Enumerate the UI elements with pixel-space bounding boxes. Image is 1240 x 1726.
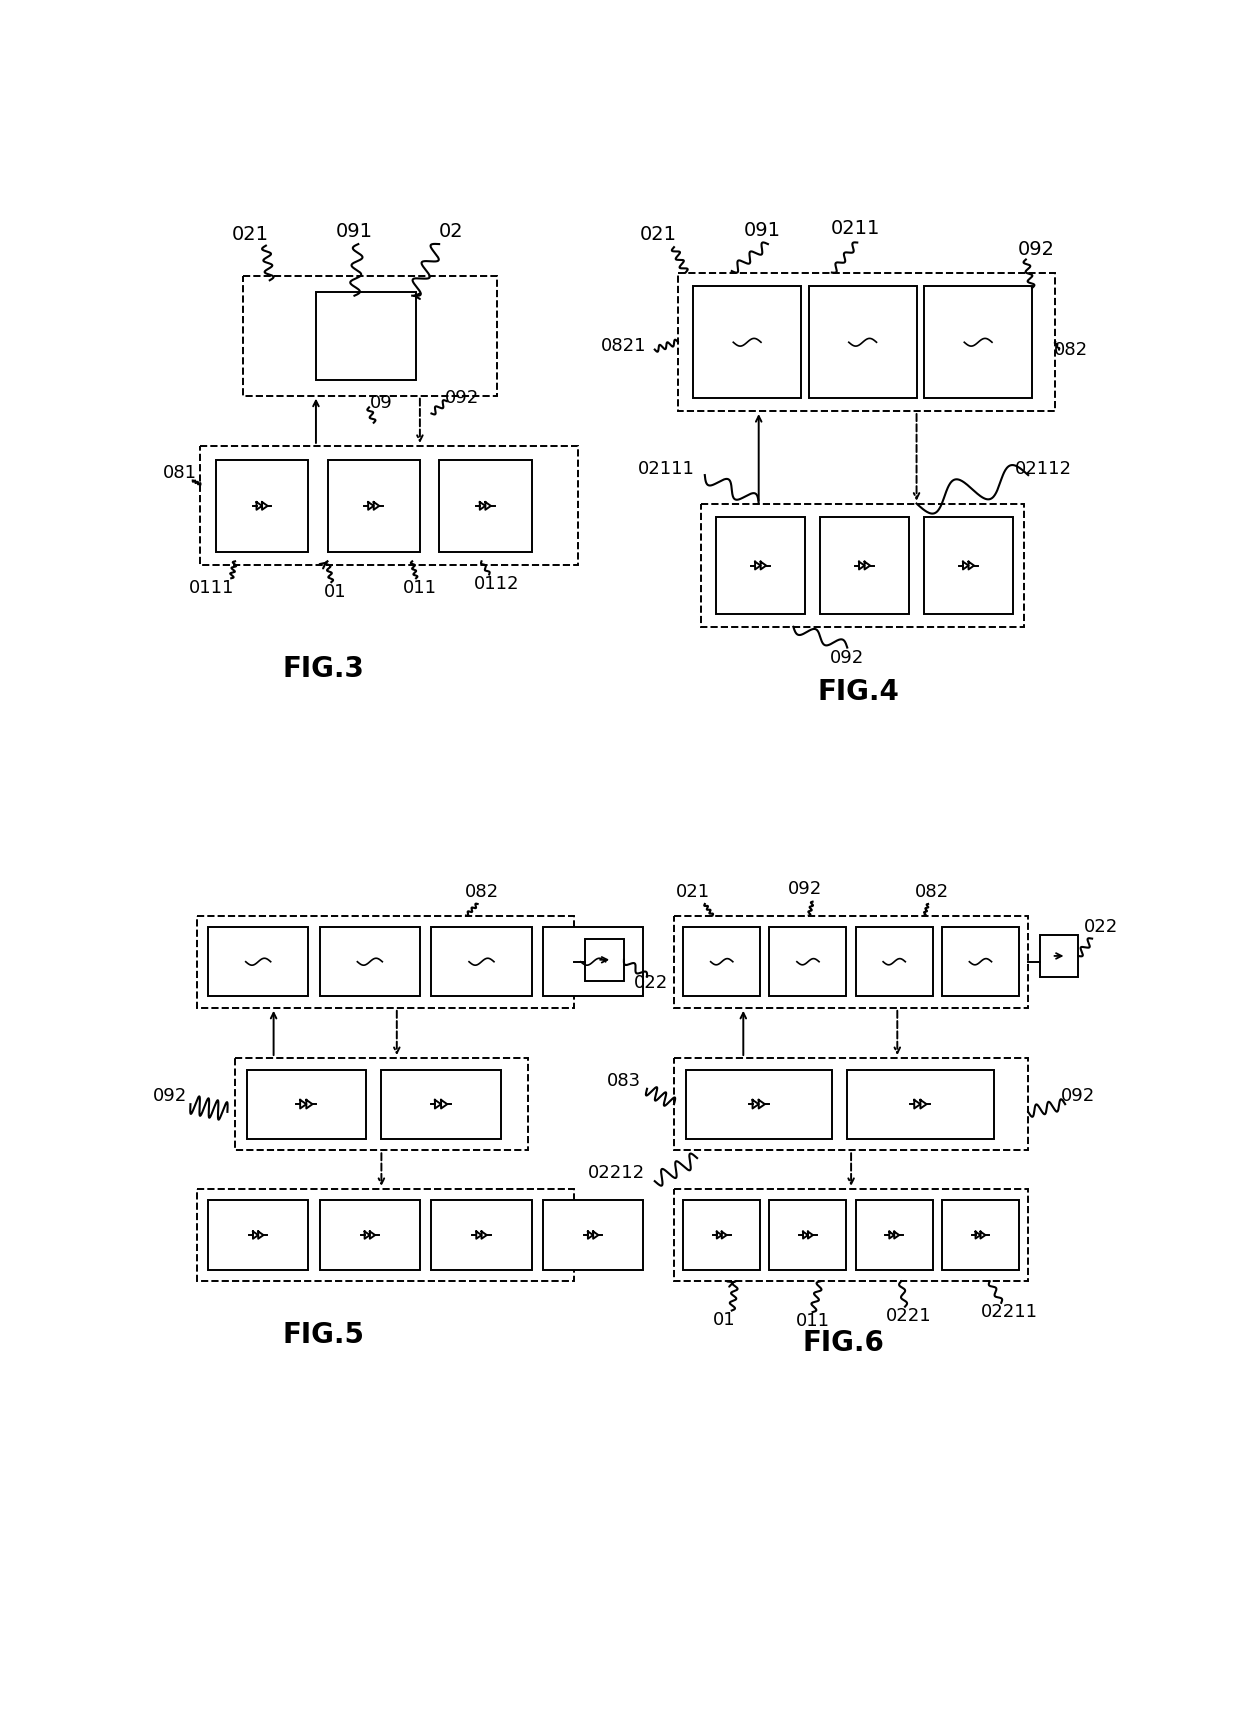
Bar <box>683 927 760 996</box>
Bar <box>432 927 532 996</box>
Bar <box>821 518 909 614</box>
Text: 022: 022 <box>634 973 668 992</box>
Text: 091: 091 <box>744 221 781 240</box>
Bar <box>675 915 1028 1008</box>
Text: 011: 011 <box>403 580 436 597</box>
Text: 0112: 0112 <box>474 575 520 594</box>
Bar <box>678 273 1055 411</box>
Bar <box>856 1200 932 1270</box>
Bar <box>856 927 932 996</box>
Text: 082: 082 <box>915 884 949 901</box>
Bar <box>382 1070 501 1139</box>
Text: 021: 021 <box>640 224 677 243</box>
Bar <box>1040 935 1079 977</box>
Bar <box>924 518 1013 614</box>
Text: 02111: 02111 <box>637 459 694 478</box>
Bar <box>683 1200 760 1270</box>
Bar <box>236 1058 528 1150</box>
Text: 02211: 02211 <box>981 1303 1038 1320</box>
Bar <box>432 1200 532 1270</box>
Bar <box>686 1070 832 1139</box>
Text: 092: 092 <box>830 649 864 666</box>
Text: 092: 092 <box>153 1087 187 1105</box>
Text: 082: 082 <box>1054 340 1087 359</box>
Bar <box>808 287 916 399</box>
Text: 01: 01 <box>713 1310 735 1329</box>
Bar <box>924 287 1032 399</box>
Bar <box>247 1070 366 1139</box>
Bar <box>216 459 309 552</box>
Text: 092: 092 <box>445 388 480 407</box>
Bar <box>942 1200 1019 1270</box>
Text: 092: 092 <box>1017 240 1054 259</box>
Text: 02212: 02212 <box>588 1165 645 1182</box>
Text: 021: 021 <box>232 224 269 243</box>
Text: 0211: 0211 <box>831 219 879 238</box>
Bar <box>770 927 847 996</box>
Bar <box>320 927 420 996</box>
Bar <box>847 1070 993 1139</box>
Bar <box>942 927 1019 996</box>
Bar <box>320 1200 420 1270</box>
Text: 091: 091 <box>336 223 373 242</box>
Text: 092: 092 <box>787 880 822 898</box>
Bar <box>717 518 805 614</box>
Bar <box>439 459 532 552</box>
Bar <box>201 445 578 564</box>
Bar <box>543 927 644 996</box>
Text: FIG.4: FIG.4 <box>818 678 900 706</box>
Text: 011: 011 <box>796 1312 830 1331</box>
Text: 082: 082 <box>465 884 498 901</box>
Bar <box>693 287 801 399</box>
Bar <box>675 1189 1028 1281</box>
Bar <box>327 459 420 552</box>
Bar <box>197 915 574 1008</box>
Text: 083: 083 <box>606 1072 641 1091</box>
Text: 081: 081 <box>162 464 197 482</box>
Text: 0111: 0111 <box>190 580 234 597</box>
Bar <box>208 927 309 996</box>
Bar <box>675 1058 1028 1150</box>
Bar <box>585 939 624 980</box>
Text: 092: 092 <box>1061 1087 1095 1105</box>
Text: 021: 021 <box>676 884 711 901</box>
Text: 09: 09 <box>370 395 393 413</box>
Text: FIG.5: FIG.5 <box>283 1320 365 1350</box>
Text: 02: 02 <box>439 223 463 242</box>
Bar <box>197 1189 574 1281</box>
Text: 02112: 02112 <box>1016 459 1073 478</box>
Text: 0821: 0821 <box>601 337 647 356</box>
Text: FIG.6: FIG.6 <box>802 1329 884 1357</box>
Bar <box>208 1200 309 1270</box>
Bar <box>316 292 417 380</box>
Bar <box>701 504 1024 627</box>
Text: 0221: 0221 <box>887 1307 931 1326</box>
Text: 01: 01 <box>324 583 346 601</box>
Text: 022: 022 <box>1084 918 1118 935</box>
Text: FIG.3: FIG.3 <box>283 656 365 683</box>
Bar <box>243 276 497 395</box>
Bar <box>543 1200 644 1270</box>
Bar <box>770 1200 847 1270</box>
